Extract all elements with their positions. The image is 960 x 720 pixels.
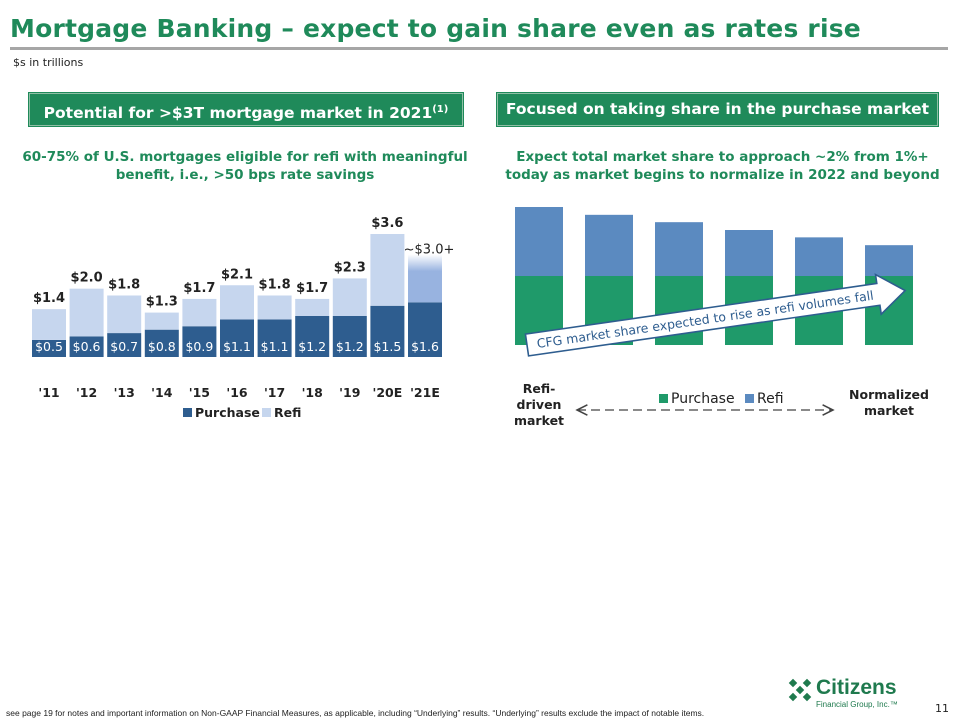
purchase-value-label: $1.2 <box>336 339 364 354</box>
purchase-value-label: $1.2 <box>298 339 326 354</box>
bar-purchase <box>32 339 66 357</box>
title-divider <box>10 47 948 50</box>
legend-label-purchase: Purchase <box>195 405 260 420</box>
bar-refi <box>32 309 66 340</box>
bar-purchase <box>408 302 442 357</box>
bar-refi <box>370 234 405 306</box>
x-tick-label: '16 <box>226 385 248 400</box>
share-bar-refi <box>655 222 703 276</box>
total-value-label: $3.6 <box>371 216 403 231</box>
purchase-value-label: $0.6 <box>73 339 101 354</box>
total-value-label: $1.7 <box>183 281 215 296</box>
bar-purchase <box>182 326 217 357</box>
share-bar-refi <box>585 214 633 276</box>
total-value-label: $1.8 <box>259 278 291 293</box>
bar-purchase <box>257 319 292 357</box>
purchase-value-label: $1.6 <box>411 339 439 354</box>
right-panel-subhead: Expect total market share to approach ~2… <box>505 149 940 183</box>
page-number: 11 <box>935 702 949 715</box>
bar-refi <box>295 298 330 316</box>
bar-refi <box>182 298 217 327</box>
share-bar-refi <box>865 245 913 276</box>
market-share-chart: CFG market share expected to rise as ref… <box>514 207 929 428</box>
left-panel-header: Potential for >$3T mortgage market in 20… <box>28 92 464 127</box>
purchase-value-label: $0.7 <box>110 339 138 354</box>
bar-purchase <box>332 316 367 357</box>
total-value-label: ~$3.0+ <box>404 243 455 258</box>
footnote: see page 19 for notes and important info… <box>6 708 705 718</box>
share-bar-refi <box>725 230 773 276</box>
total-value-label: $1.4 <box>33 291 65 306</box>
bar-refi <box>332 278 367 316</box>
total-value-label: $2.3 <box>334 260 366 275</box>
x-tick-label: '14 <box>151 385 173 400</box>
mortgage-market-chart: $0.5 $1.4 '11 $0.6 $2.0 '12 $0.7 $1.8 '13 $0.8 $1.… <box>32 216 455 420</box>
citizens-logo-icon <box>788 678 812 702</box>
bar-purchase <box>107 333 142 357</box>
legend-swatch-purchase <box>183 408 192 417</box>
total-value-label: $2.1 <box>221 267 253 282</box>
x-tick-label: '11 <box>38 385 59 400</box>
bar-refi <box>408 254 442 303</box>
right-end-label: Normalized market <box>849 387 929 418</box>
legend-label-refi: Refi <box>757 391 784 407</box>
share-arrow-shape <box>524 273 907 357</box>
left-panel-subhead: 60-75% of U.S. mortgages eligible for re… <box>22 149 468 183</box>
legend-label-purchase: Purchase <box>671 391 735 407</box>
share-bar-refi <box>515 207 563 276</box>
right-header-text: Focused on taking share in the purchase … <box>505 100 930 118</box>
bar-refi <box>107 295 142 334</box>
purchase-value-label: $1.5 <box>373 339 401 354</box>
bar-purchase <box>220 319 254 357</box>
total-value-label: $1.8 <box>108 278 140 293</box>
left-header-text: Potential for >$3T mortgage market in 20… <box>43 104 433 123</box>
x-tick-label: '13 <box>114 385 135 400</box>
right-panel-header: Focused on taking share in the purchase … <box>496 92 939 127</box>
purchase-value-label: $0.5 <box>35 339 63 354</box>
x-tick-label: '19 <box>339 385 360 400</box>
total-value-label: $2.0 <box>71 271 103 286</box>
x-tick-label: '21E <box>410 385 440 400</box>
x-tick-label: '12 <box>76 385 97 400</box>
bar-purchase <box>69 336 104 357</box>
bar-refi <box>220 285 254 320</box>
legend-swatch-refi <box>262 408 271 417</box>
total-value-label: $1.7 <box>296 281 328 296</box>
legend-swatch-purchase <box>659 394 668 403</box>
units-note: $s in trillions <box>13 56 84 69</box>
page-title: Mortgage Banking – expect to gain share … <box>10 14 861 43</box>
x-tick-label: '20E <box>373 385 403 400</box>
x-tick-label: '18 <box>302 385 323 400</box>
logo-name: Citizens <box>816 676 897 699</box>
bar-purchase <box>144 329 179 357</box>
bar-refi <box>144 312 179 330</box>
purchase-value-label: $1.1 <box>223 339 251 354</box>
share-rise-arrow: CFG market share expected to rise as ref… <box>524 273 907 357</box>
purchase-value-label: $0.8 <box>148 339 176 354</box>
bar-purchase <box>370 305 405 357</box>
bar-refi <box>69 288 104 337</box>
logo-subtitle: Financial Group, Inc.™ <box>816 700 898 709</box>
bar-refi <box>257 295 292 320</box>
purchase-value-label: $0.9 <box>185 339 213 354</box>
purchase-value-label: $1.1 <box>261 339 289 354</box>
x-tick-label: '17 <box>264 385 285 400</box>
citizens-logo: Citizens Financial Group, Inc.™ <box>788 676 908 709</box>
share-bar-refi <box>795 237 843 276</box>
x-tick-label: '15 <box>189 385 210 400</box>
bar-purchase <box>295 316 330 357</box>
left-end-label: Refi-driven market <box>514 381 564 428</box>
legend-label-refi: Refi <box>274 405 301 420</box>
legend-swatch-refi <box>745 394 754 403</box>
left-header-footnote-ref: (1) <box>432 104 449 115</box>
total-value-label: $1.3 <box>146 295 178 310</box>
